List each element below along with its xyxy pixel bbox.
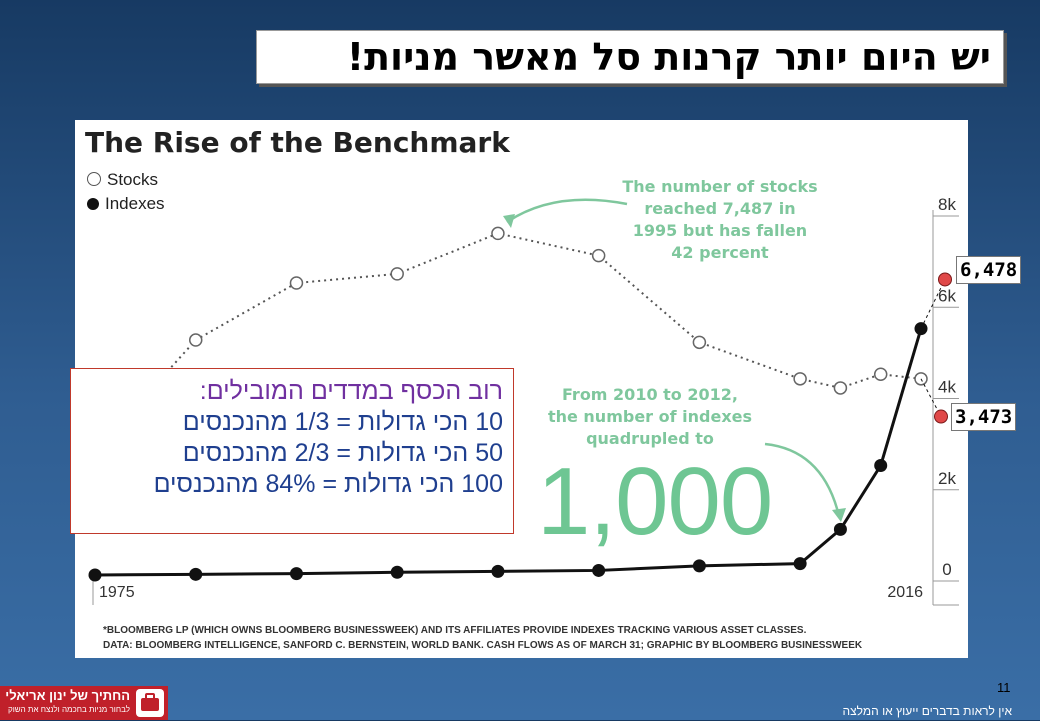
callout-indexes-line: the number of indexes (547, 407, 753, 426)
info-box-line: 10 הכי גדולות = 1/3 מהנכנסים (182, 408, 503, 436)
callout-indexes-arrow (764, 442, 841, 517)
stocks-point (833, 381, 848, 395)
info-box-line: 50 הכי גדולות = 2/3 מהנכנסים (182, 439, 503, 467)
legend-stocks-label: Stocks (107, 170, 159, 189)
logo-name: החתיך של ינון אריאלי (5, 688, 130, 703)
overlay-point-low (934, 409, 948, 424)
indexes-point (833, 522, 847, 536)
indexes-point (874, 459, 888, 472)
footnote-line-1: *BLOOMBERG LP (WHICH OWNS BLOOMBERG BUSI… (103, 625, 807, 636)
overlay-point-high (938, 272, 952, 287)
callout-stocks-line: The number of stocks (622, 177, 818, 196)
callout-stocks-arrowhead (503, 214, 515, 228)
indexes-point (289, 567, 303, 581)
legend-hollow-dot-icon (87, 172, 101, 186)
briefcase-icon (136, 689, 164, 717)
y-tick-label: 0 (942, 560, 951, 579)
callout-indexes-line: From 2010 to 2012, (562, 385, 738, 404)
legend-stocks: Stocks (87, 170, 158, 190)
callout-stocks-line: reached 7,487 in (644, 199, 796, 218)
y-tick-label: 6k (938, 286, 956, 305)
indexes-point (390, 565, 404, 579)
connector-high (920, 279, 946, 329)
callout-stocks-arrow (506, 198, 628, 224)
label-low: 3,473 (951, 403, 1017, 431)
disclaimer: אין לראות בדברים ייעוץ או המלצה (842, 704, 1013, 718)
callout-stocks: The number of stocks reached 7,487 in 19… (595, 176, 845, 264)
big-number: 1,000 (537, 448, 773, 555)
y-tick-label: 4k (938, 378, 956, 397)
stocks-point (289, 276, 304, 290)
y-tick-label: 2k (938, 469, 956, 488)
callout-indexes: From 2010 to 2012, the number of indexes… (525, 384, 775, 450)
y-tick-label: 8k (938, 195, 956, 214)
x-end-label: 2016 (887, 584, 923, 601)
stocks-point (793, 372, 807, 386)
slide-title-box: יש היום יותר קרנות סל מאשר מניות! (256, 30, 1004, 84)
page-number: 11 (997, 680, 1011, 695)
stocks-point (873, 367, 888, 381)
stocks-point (491, 226, 505, 241)
info-box: רוב הכסף במדדים המובילים: 10 הכי גדולות … (70, 368, 514, 534)
chart-title: The Rise of the Benchmark (85, 126, 510, 159)
indexes-point (88, 568, 102, 582)
indexes-point (793, 557, 807, 571)
logo: החתיך של ינון אריאלי לבחור מניות בחכמה ו… (0, 686, 168, 720)
legend-filled-dot-icon (87, 198, 99, 210)
stocks-point (591, 248, 606, 263)
stocks-point (188, 333, 203, 347)
logo-subtitle: לבחור מניות בחכמה ולנצח את השוק (7, 705, 130, 714)
legend-indexes: Indexes (87, 194, 165, 214)
indexes-point (692, 559, 706, 573)
connector-low (920, 378, 942, 417)
line-chart: 8k 6k 4k 2k 0 1975 2016 (88, 195, 959, 606)
footnote-line-2: DATA: BLOOMBERG INTELLIGENCE, SANFORD C.… (103, 640, 863, 651)
info-box-line: 100 הכי גדולות = 84% מהנכנסים (153, 470, 503, 498)
indexes-point (189, 567, 203, 581)
indexes-point (491, 564, 505, 578)
stocks-point (692, 335, 707, 350)
x-start-label: 1975 (99, 584, 135, 601)
indexes-point (592, 563, 606, 577)
legend-indexes-label: Indexes (105, 194, 165, 213)
slide-title: יש היום יותר קרנות סל מאשר מניות! (346, 35, 991, 79)
label-high: 6,478 (956, 256, 1022, 284)
callout-stocks-line: 1995 but has fallen (632, 221, 808, 240)
callout-indexes-line: quadrupled to (586, 429, 714, 448)
callout-indexes-arrowhead (832, 508, 846, 522)
stocks-point (390, 267, 404, 281)
info-box-heading: רוב הכסף במדדים המובילים: (199, 377, 503, 405)
callout-stocks-line: 42 percent (671, 243, 769, 262)
